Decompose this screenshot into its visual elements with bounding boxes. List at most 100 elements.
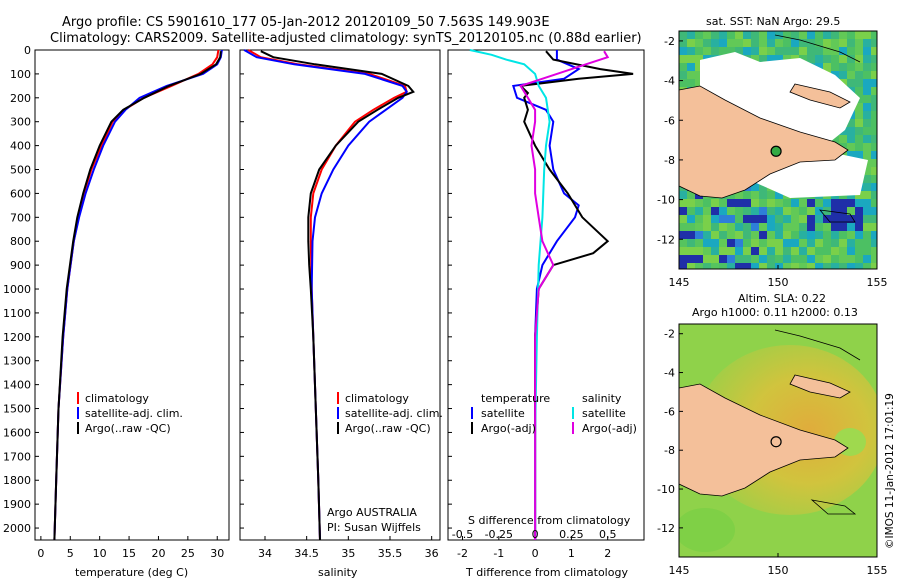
sst-cell (743, 207, 751, 215)
temperature-tick-label: 20 (151, 547, 165, 560)
sst-cell (735, 255, 743, 263)
sst-cell (719, 223, 727, 231)
sst-cell (791, 223, 799, 231)
map-lon-tick-label: 150 (768, 276, 789, 289)
sst-cell (727, 47, 735, 55)
sst-cell (719, 239, 727, 247)
map-lat-tick-label: -12 (657, 233, 675, 246)
sst-cell (871, 87, 877, 95)
temperature-plot: 0 5 10 15 20 25 30 (37, 49, 224, 560)
sst-cell (679, 79, 687, 87)
sst-cell (815, 47, 823, 55)
series-line-argo---raw--qc- (53, 51, 222, 541)
sst-cell (871, 255, 877, 263)
sst-cell (807, 263, 815, 269)
sst-cell (823, 231, 831, 239)
depth-tick-label: 1500 (3, 403, 31, 416)
legend-label-climatology: climatology (345, 392, 409, 405)
sst-cell (767, 39, 775, 47)
sst-cell (871, 63, 877, 71)
sst-cell (759, 247, 767, 255)
depth-tick-label: 1000 (3, 283, 31, 296)
sst-cell (855, 223, 863, 231)
depth-tick-label: 800 (10, 235, 31, 248)
sst-cell (831, 215, 839, 223)
sst-cell (751, 263, 759, 269)
sst-cell (767, 239, 775, 247)
sst-cell (871, 95, 877, 103)
temperature-tick-label: 10 (93, 547, 107, 560)
sla-float-marker (770, 436, 782, 448)
sst-cell (743, 255, 751, 263)
sst-cell (815, 231, 823, 239)
sst-cell (783, 247, 791, 255)
sst-cell (823, 39, 831, 47)
sst-cell (839, 223, 847, 231)
depth-tick-label: 1200 (3, 331, 31, 344)
sst-cell (855, 55, 863, 63)
sst-cell (815, 239, 823, 247)
t-difference-tick-label: 0 (532, 547, 539, 560)
sst-cell (735, 39, 743, 47)
sst-cell (807, 215, 815, 223)
sst-cell (759, 47, 767, 55)
map-lat-tick-label: -6 (664, 405, 675, 418)
temperature-tick-label: 0 (37, 547, 44, 560)
sst-cell (831, 55, 839, 63)
temperature-legend: climatology satellite-adj. clim. Argo(..… (77, 392, 183, 435)
map-lat-tick-label: -8 (664, 154, 675, 167)
sst-cell (839, 231, 847, 239)
sst-cell (839, 39, 847, 47)
sst-cell (679, 191, 687, 199)
sst-cell (831, 31, 839, 39)
sst-cell (799, 231, 807, 239)
sst-cell (687, 39, 695, 47)
sst-cell (751, 231, 759, 239)
sst-cell (703, 263, 711, 269)
sst-cell (871, 79, 877, 87)
sst-cell (807, 223, 815, 231)
sst-cell (863, 223, 871, 231)
sst-cell (679, 255, 687, 263)
sst-cell (847, 231, 855, 239)
depth-tick-label: 1700 (3, 450, 31, 463)
map-lat-tick-label: -8 (664, 444, 675, 457)
sst-cell (823, 223, 831, 231)
sst-cell (775, 215, 783, 223)
sst-cell (759, 31, 767, 39)
sst-cell (791, 47, 799, 55)
difference-plot: -2 -1 0 1 2 -0.5 -0.25 0 0.25 0.5 (452, 49, 634, 560)
figure-title-line1: Argo profile: CS 5901610_177 05-Jan-2012… (62, 15, 550, 30)
sst-cell (751, 183, 759, 191)
sst-cell (839, 255, 847, 263)
sla-coastline-island (810, 499, 857, 515)
argo-pi-label: PI: Susan Wijffels (327, 521, 421, 534)
legend-label-t-satellite: satellite (481, 407, 525, 420)
sst-cell (727, 31, 735, 39)
sst-cell (679, 239, 687, 247)
sst-cell (823, 55, 831, 63)
map-lat-tick-label: -4 (664, 367, 675, 380)
depth-tick-label: 0 (24, 44, 31, 57)
sst-cell (679, 247, 687, 255)
temperature-axis-label: temperature (deg C) (75, 566, 188, 579)
sst-cell (807, 231, 815, 239)
depth-tick-label: 200 (10, 92, 31, 105)
sst-cell (871, 159, 877, 167)
sst-cell (807, 55, 815, 63)
sla-map: 145 150 155 -2 -4 -6 -8 -10 -12 (657, 323, 888, 577)
sst-cell (847, 223, 855, 231)
sst-cell (871, 263, 877, 269)
sst-cell (799, 31, 807, 39)
sst-cell (783, 215, 791, 223)
sst-cell (751, 215, 759, 223)
sst-cell (847, 71, 855, 79)
sst-cell (743, 239, 751, 247)
sst-cell (767, 255, 775, 263)
sst-cell (703, 231, 711, 239)
sst-cell (743, 39, 751, 47)
t-difference-tick-label: 2 (604, 547, 611, 560)
sst-cell (783, 255, 791, 263)
sst-cell (703, 31, 711, 39)
sst-cell (735, 31, 743, 39)
